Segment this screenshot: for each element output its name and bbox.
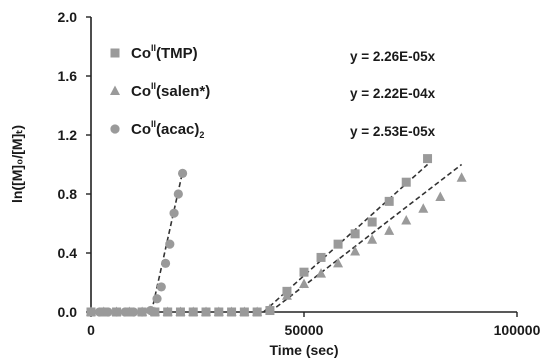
- y-tick-label: 0.4: [58, 245, 78, 261]
- square-point: [367, 217, 377, 227]
- circle-point: [160, 258, 171, 268]
- legend-circle-marker: [110, 124, 120, 134]
- y-axis-title-group: ln([M]₀/[M]ₜ): [9, 125, 25, 203]
- triangle-point: [188, 306, 199, 316]
- trendline: [269, 163, 463, 313]
- trendline-equation: y = 2.26E-05x: [350, 49, 436, 64]
- triangle-point: [384, 225, 395, 235]
- y-tick-label: 2.0: [58, 9, 78, 25]
- y-tick-label: 1.6: [58, 68, 78, 84]
- triangle-point: [175, 306, 186, 316]
- circle-point: [120, 307, 130, 317]
- circle-point: [169, 208, 179, 218]
- legend-label: CoII(TMP): [131, 43, 198, 62]
- legend: CoII(TMP) CoII(salen*) CoII(acac)2: [110, 43, 210, 140]
- square-point: [299, 267, 309, 277]
- triangle-point: [435, 191, 446, 201]
- y-tick-label: 1.2: [58, 127, 78, 143]
- trendline-equation: y = 2.53E-05x: [350, 124, 436, 139]
- triangle-point: [299, 278, 309, 288]
- circle-point: [173, 189, 183, 199]
- legend-label: CoII(acac)2: [131, 119, 204, 140]
- triangle-point: [162, 306, 173, 316]
- legend-triangle-marker: [110, 85, 120, 95]
- triangle-point: [350, 246, 361, 256]
- x-tick-label: 50000: [285, 322, 324, 338]
- legend-label: CoII(salen*): [131, 81, 210, 100]
- ticks: 0.0 0.4 0.8 1.2 1.6 2.0 0 50000 100000: [58, 9, 541, 338]
- circle-point: [103, 307, 113, 317]
- square-point: [423, 154, 433, 164]
- square-point: [401, 177, 411, 187]
- circle-point: [94, 307, 105, 317]
- y-axis-title: ln([M]₀/[M]ₜ): [9, 125, 25, 203]
- trendlines: [150, 163, 463, 313]
- circle-point: [177, 168, 188, 178]
- legend-square-marker: [110, 48, 120, 58]
- triangle-point: [226, 306, 237, 316]
- data-points: [86, 154, 467, 317]
- square-point: [384, 196, 394, 206]
- square-point: [316, 252, 326, 262]
- y-tick-label: 0.8: [58, 186, 78, 202]
- square-point: [333, 239, 343, 249]
- triangle-point: [213, 306, 224, 316]
- circle-point: [156, 282, 166, 292]
- triangle-point: [252, 306, 263, 316]
- circle-point: [152, 294, 162, 304]
- triangle-point: [418, 203, 429, 213]
- triangle-point: [456, 172, 467, 182]
- triangle-point: [264, 303, 275, 314]
- x-tick-label: 0: [87, 322, 95, 338]
- triangle-point: [401, 215, 412, 225]
- x-axis-title: Time (sec): [270, 342, 339, 358]
- circle-point: [111, 307, 122, 317]
- trendline-equation: y = 2.22E-04x: [350, 86, 436, 101]
- triangle-point: [316, 268, 327, 278]
- circle-point: [86, 307, 96, 317]
- triangle-point: [201, 306, 212, 316]
- circle-point: [129, 307, 139, 317]
- circle-point: [146, 305, 156, 316]
- triangle-point: [281, 290, 292, 300]
- y-tick-label: 0.0: [58, 304, 78, 320]
- trendline-equations: y = 2.26E-05x y = 2.22E-04x y = 2.53E-05x: [350, 49, 436, 139]
- triangle-point: [239, 306, 250, 316]
- circle-point: [165, 239, 175, 249]
- circle-point: [137, 307, 147, 317]
- triangle-point: [333, 257, 344, 268]
- square-point: [350, 229, 360, 239]
- triangle-point: [367, 234, 378, 244]
- x-tick-label: 100000: [494, 322, 541, 338]
